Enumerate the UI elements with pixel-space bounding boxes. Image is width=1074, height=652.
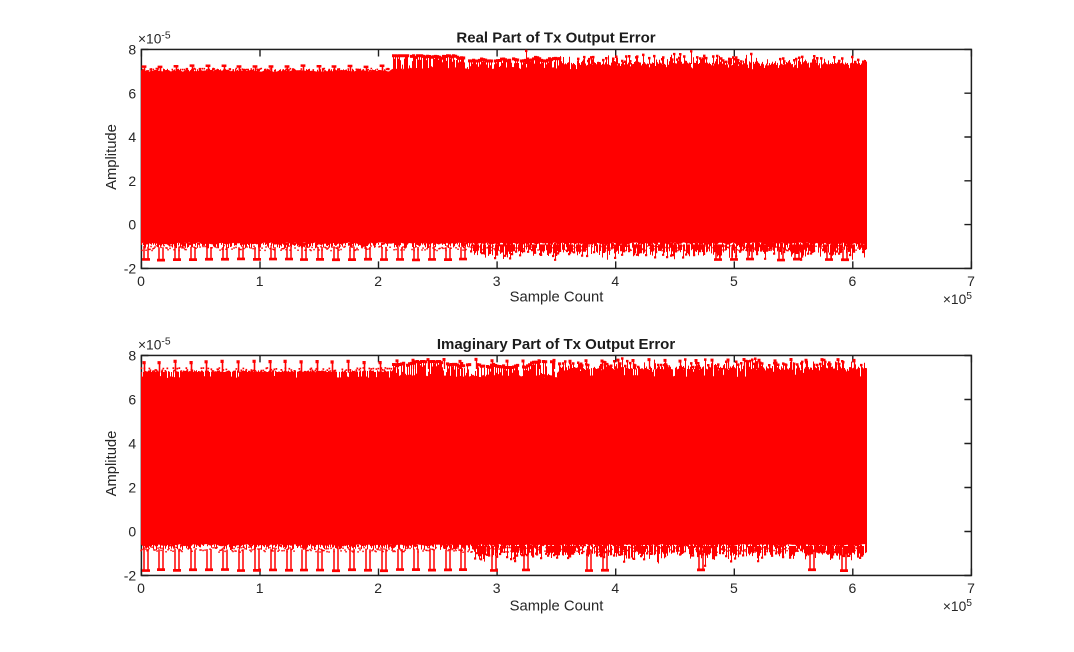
svg-text:6: 6	[849, 273, 857, 289]
svg-text:8: 8	[128, 42, 136, 58]
svg-text:5: 5	[730, 580, 738, 596]
svg-text:0: 0	[137, 273, 145, 289]
svg-text:-2: -2	[124, 568, 137, 584]
svg-text:2: 2	[128, 480, 136, 496]
svg-text:2: 2	[128, 173, 136, 189]
svg-text:6: 6	[128, 85, 136, 101]
svg-text:2: 2	[374, 580, 382, 596]
svg-text:8: 8	[128, 348, 136, 364]
svg-text:4: 4	[128, 129, 136, 145]
svg-text:7: 7	[967, 273, 975, 289]
svg-text:5: 5	[730, 273, 738, 289]
svg-text:3: 3	[493, 273, 501, 289]
svg-text:-2: -2	[124, 261, 137, 277]
svg-text:Amplitude: Amplitude	[104, 431, 120, 497]
svg-text:0: 0	[128, 524, 136, 540]
svg-text:Real Part of Tx Output Error: Real Part of Tx Output Error	[456, 29, 655, 46]
svg-text:Imaginary Part of Tx Output Er: Imaginary Part of Tx Output Error	[437, 336, 676, 353]
svg-text:Amplitude: Amplitude	[104, 124, 120, 190]
svg-text:1: 1	[256, 273, 264, 289]
svg-text:6: 6	[128, 392, 136, 408]
svg-text:4: 4	[611, 273, 619, 289]
svg-text:4: 4	[611, 580, 619, 596]
svg-text:6: 6	[849, 580, 857, 596]
svg-text:3: 3	[493, 580, 501, 596]
svg-text:2: 2	[374, 273, 382, 289]
svg-text:×105: ×105	[943, 291, 972, 307]
svg-text:0: 0	[128, 217, 136, 233]
svg-text:7: 7	[967, 580, 975, 596]
svg-text:×105: ×105	[943, 598, 972, 614]
svg-text:Sample Count: Sample Count	[510, 599, 604, 615]
svg-text:0: 0	[137, 580, 145, 596]
svg-text:4: 4	[128, 436, 136, 452]
svg-text:1: 1	[256, 580, 264, 596]
svg-text:Sample Count: Sample Count	[510, 290, 604, 306]
